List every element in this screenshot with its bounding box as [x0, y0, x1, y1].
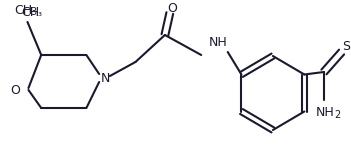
Text: NH: NH [209, 35, 228, 49]
Text: 2: 2 [334, 110, 340, 120]
Text: CH: CH [22, 6, 40, 19]
Text: NH: NH [316, 106, 335, 119]
Text: N: N [100, 71, 110, 84]
Text: S: S [343, 41, 351, 54]
Text: O: O [10, 84, 20, 97]
Text: O: O [167, 3, 177, 16]
Text: ₃: ₃ [37, 8, 41, 18]
Text: 3: 3 [31, 7, 37, 17]
Text: CH: CH [15, 5, 33, 17]
